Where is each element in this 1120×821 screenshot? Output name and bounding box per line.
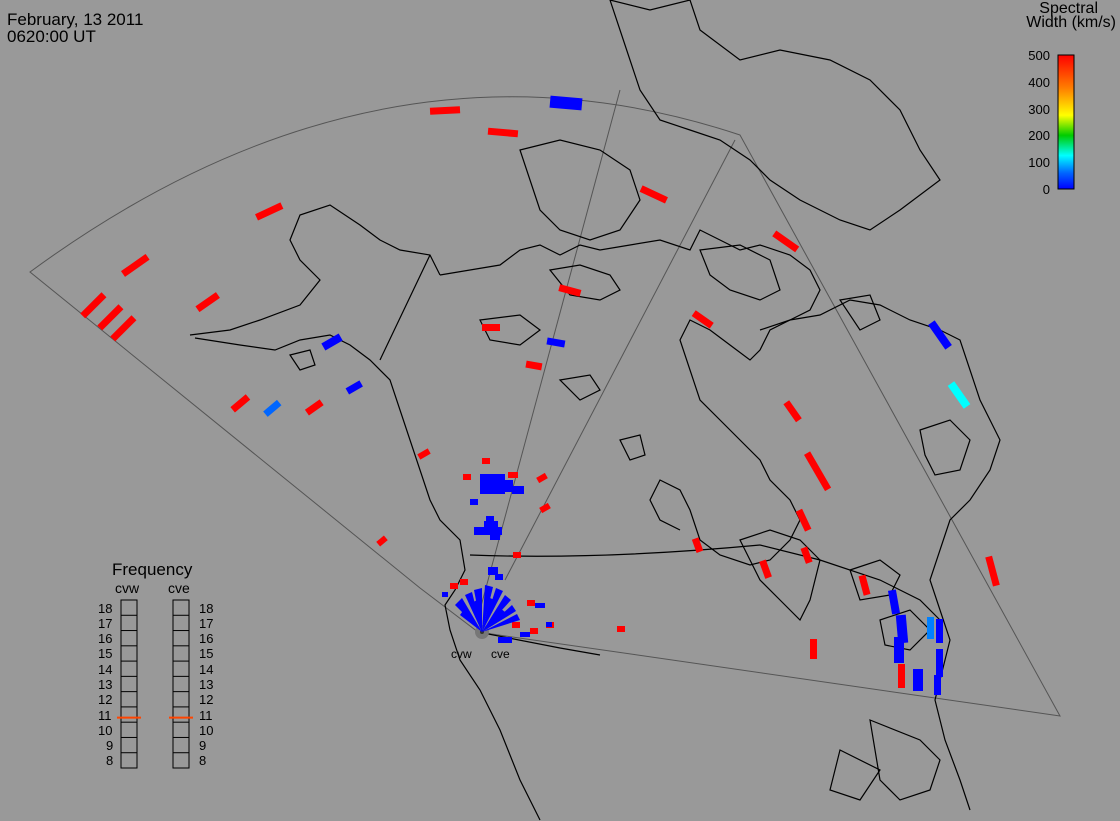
frequency-level-cvw: 8: [106, 753, 114, 769]
borders: [379, 254, 941, 656]
frequency-level-cve: 12: [199, 692, 214, 708]
frequency-level-cvw: 10: [98, 722, 113, 738]
frequency-level-cvw: 13: [98, 677, 113, 692]
frequency-level-cve: 13: [199, 677, 214, 692]
frequency-level-cvw: 9: [106, 738, 114, 754]
frequency-level-cve: 11: [199, 707, 213, 723]
frequency-col-cve: cve: [168, 580, 190, 596]
colorbar-title-1: Spectral: [1039, 0, 1098, 17]
colorbar: [1057, 54, 1075, 190]
fov-divider: [504, 139, 736, 581]
colorbar-tick-label: 300: [1028, 101, 1050, 117]
colorbar-tick-label: 100: [1028, 155, 1050, 171]
fov-divider-2: [479, 89, 621, 611]
frequency-level-cve: 18: [199, 600, 214, 616]
echoes-fan: [455, 585, 552, 643]
frequency-level-cve: 8: [199, 753, 207, 769]
frequency-level-cvw: 14: [98, 661, 113, 677]
echoes-red: [80, 106, 1000, 688]
frequency-boxes: [120, 599, 190, 769]
colorbar-title-2: Width (km/s): [1026, 14, 1116, 31]
frequency-level-cve: 15: [199, 646, 214, 662]
echoes-blue: [321, 95, 952, 695]
fov-outline: [29, 96, 1061, 717]
frequency-grid: [121, 614, 189, 754]
frequency-level-cvw: 15: [98, 646, 113, 662]
radar-label-cve: cve: [491, 647, 510, 661]
colorbar-tick-label: 0: [1042, 182, 1050, 197]
echoes-cyan: [263, 381, 971, 639]
frequency-level-cve: 14: [199, 661, 214, 677]
frequency-level-cvw: 18: [98, 600, 113, 616]
colorbar-tick-label: 500: [1028, 48, 1050, 63]
frequency-level-cvw: 11: [98, 707, 112, 723]
colorbar-tick-label: 200: [1028, 128, 1050, 144]
frequency-level-cve: 16: [199, 631, 214, 647]
coastlines: [189, 0, 1001, 821]
frequency-level-cve: 17: [199, 615, 214, 631]
colorbar-tick-label: 400: [1028, 74, 1050, 90]
frequency-level-cvw: 16: [98, 631, 113, 647]
frequency-col-cvw: cvw: [115, 580, 140, 596]
frequency-level-cvw: 17: [98, 615, 113, 631]
frequency-level-cvw: 12: [98, 692, 113, 708]
time-label: 0620:00 UT: [7, 27, 96, 46]
radar-label-cvw: cvw: [451, 647, 472, 661]
frequency-level-cve: 10: [199, 722, 214, 738]
frequency-title: Frequency: [112, 560, 193, 579]
frequency-level-cve: 9: [199, 738, 207, 754]
date-label: February, 13 2011: [7, 10, 144, 29]
